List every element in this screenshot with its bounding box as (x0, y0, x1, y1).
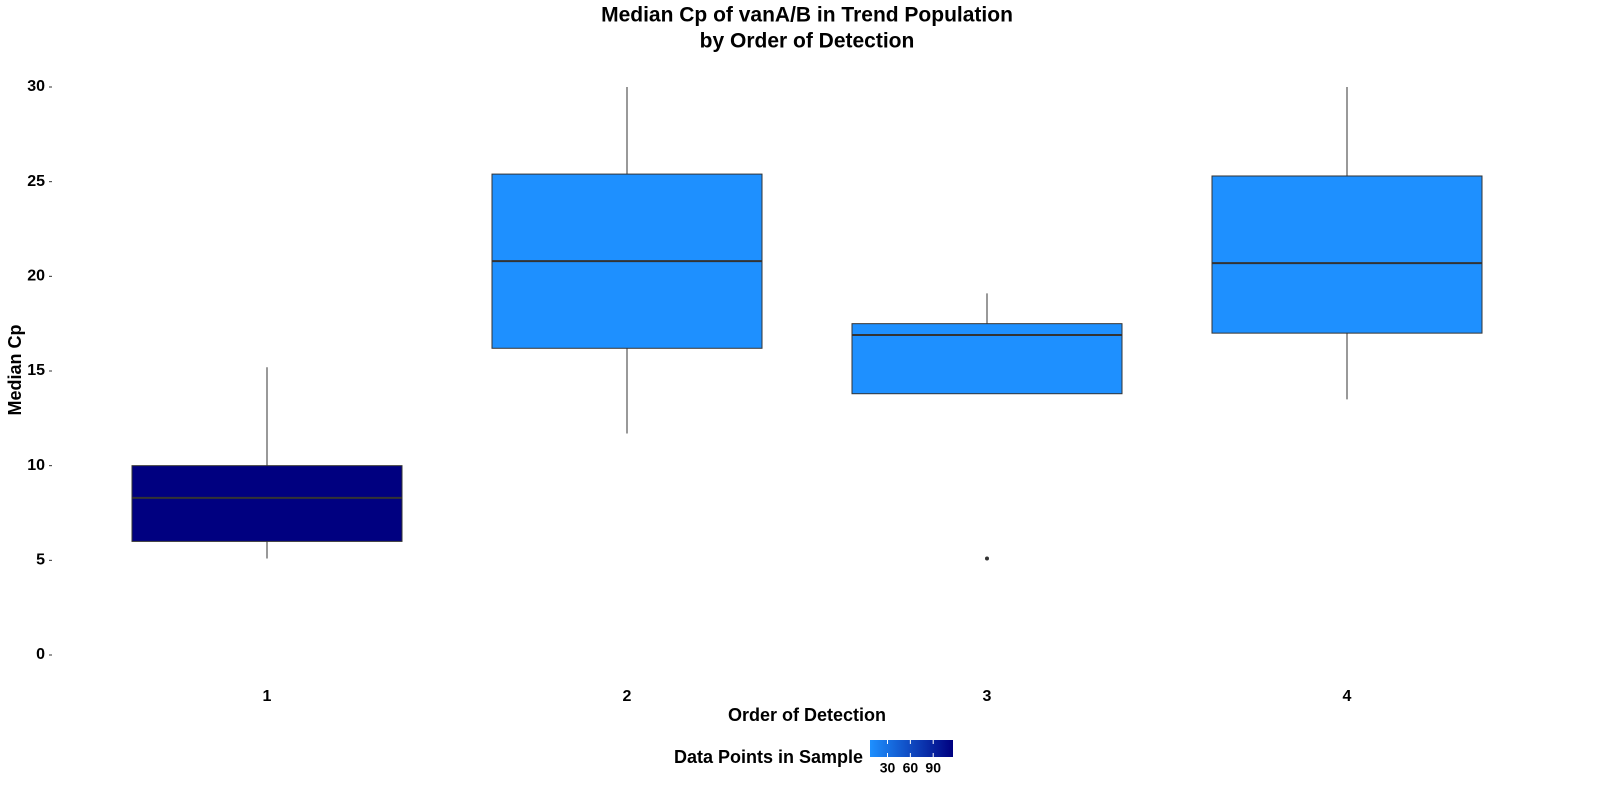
chart-title: by Order of Detection (700, 30, 915, 53)
x-axis-title: Order of Detection (728, 705, 886, 725)
legend-title: Data Points in Sample (674, 747, 863, 767)
chart-title: Median Cp of vanA/B in Trend Population (601, 4, 1013, 27)
y-tick-label: 0 (36, 646, 45, 663)
y-tick-label: 15 (27, 362, 45, 379)
x-tick-label: 4 (1343, 688, 1352, 705)
y-tick-label: 30 (27, 78, 45, 95)
colorbar-tick-label: 90 (925, 760, 941, 776)
outlier (985, 556, 989, 561)
colorbar-tick-label: 30 (880, 760, 896, 776)
y-tick-label: 5 (36, 552, 45, 569)
x-tick-label: 2 (623, 688, 632, 705)
y-tick-label: 25 (27, 173, 45, 190)
x-tick-label: 3 (983, 688, 992, 705)
box (131, 465, 403, 542)
colorbar-tick-label: 60 (903, 760, 919, 776)
y-axis-title: Median Cp (5, 324, 25, 415)
box (1211, 175, 1483, 334)
y-tick-label: 20 (27, 268, 45, 285)
x-tick-label: 1 (263, 688, 272, 705)
colorbar (870, 740, 953, 757)
y-tick-label: 10 (27, 457, 45, 474)
